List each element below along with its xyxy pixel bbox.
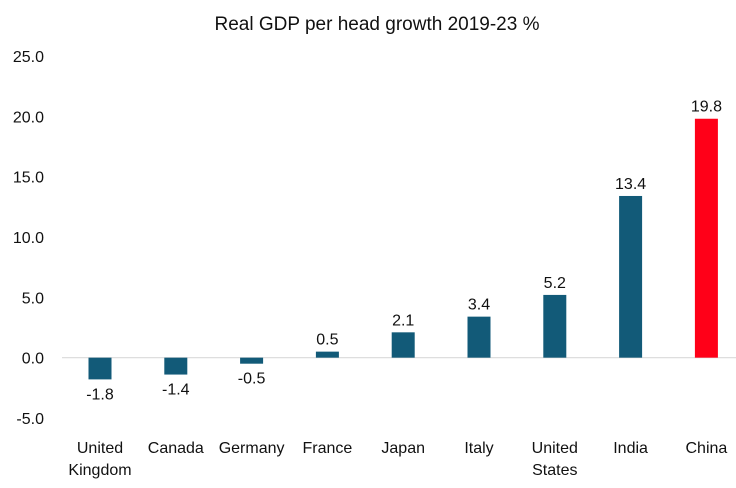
- data-label: 2.1: [392, 312, 414, 329]
- y-tick-label: 5.0: [22, 290, 44, 307]
- chart-title: Real GDP per head growth 2019-23 %: [215, 14, 540, 35]
- bar: [391, 332, 415, 358]
- data-label: 3.4: [468, 297, 490, 314]
- category-label: Canada: [148, 440, 204, 457]
- y-tick-label: 0.0: [22, 351, 44, 368]
- category-label: Italy: [464, 440, 493, 457]
- category-label: China: [685, 440, 727, 457]
- y-tick-label: 20.0: [13, 109, 44, 126]
- category-label: United States: [532, 440, 578, 479]
- bar: [164, 357, 188, 375]
- category-label-line: France: [303, 440, 353, 457]
- bar: [467, 316, 491, 358]
- bar: [88, 357, 112, 380]
- category-label-line: Canada: [148, 440, 204, 457]
- data-label: 13.4: [615, 176, 646, 193]
- category-label-line: United: [77, 440, 123, 457]
- bar: [694, 118, 718, 358]
- bar: [543, 294, 567, 358]
- data-label: 5.2: [544, 275, 566, 292]
- category-label: United Kingdom: [68, 440, 131, 479]
- data-label: -1.8: [86, 386, 114, 403]
- category-label-line: Germany: [219, 440, 285, 457]
- bar: [240, 357, 264, 364]
- category-label-line: United: [532, 440, 578, 457]
- category-label-line: Kingdom: [68, 462, 131, 479]
- category-label: India: [613, 440, 648, 457]
- category-label-line: Japan: [381, 440, 425, 457]
- y-tick-label: 25.0: [13, 49, 44, 66]
- bars: [88, 118, 718, 380]
- category-label-line: India: [613, 440, 648, 457]
- data-label: -0.5: [238, 371, 266, 388]
- category-label-line: China: [685, 440, 727, 457]
- y-axis: 25.0 20.0 15.0 10.0 5.0 0.0 -5.0: [13, 49, 44, 428]
- data-label: 0.5: [316, 332, 338, 349]
- category-labels: United Kingdom Canada Germany France Japan Ita…: [68, 440, 727, 479]
- y-tick-label: 10.0: [13, 230, 44, 247]
- data-label: -1.4: [162, 382, 190, 399]
- category-label: France: [303, 440, 353, 457]
- y-tick-label: 15.0: [13, 170, 44, 187]
- data-labels: -1.8 -1.4 -0.5 0.5 2.1 3.4 5.2 13.4 19.8: [86, 99, 722, 404]
- category-label: Japan: [381, 440, 425, 457]
- category-label: Germany: [219, 440, 285, 457]
- data-label: 19.8: [691, 99, 722, 116]
- category-label-line: States: [532, 462, 577, 479]
- bar: [619, 195, 643, 358]
- y-tick-label: -5.0: [16, 411, 44, 428]
- category-label-line: Italy: [464, 440, 493, 457]
- bar: [315, 351, 339, 358]
